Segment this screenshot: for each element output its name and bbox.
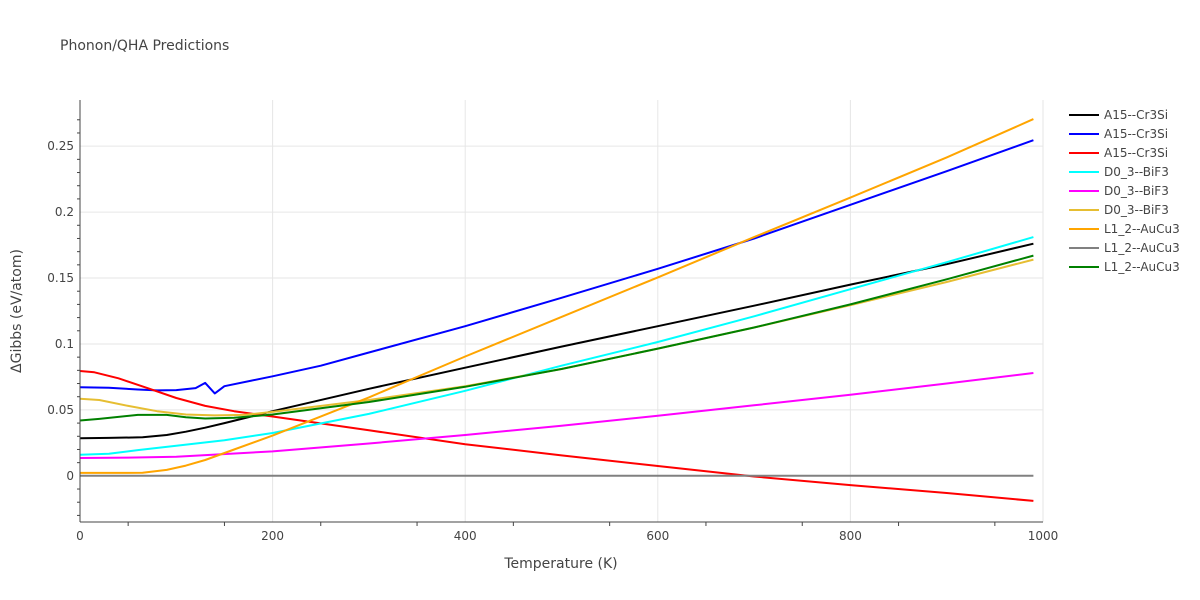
legend-item[interactable]: L1_2--AuCu3 — [1069, 260, 1180, 274]
series-line — [79, 139, 1034, 395]
legend-item[interactable]: D0_3--BiF3 — [1069, 184, 1169, 198]
y-tick-label: 0.15 — [47, 271, 74, 285]
legend-label: A15--Cr3Si — [1104, 146, 1168, 160]
x-tick-label: 0 — [76, 529, 84, 543]
series-line — [80, 118, 1034, 474]
legend-label: D0_3--BiF3 — [1104, 165, 1169, 179]
legend-label: D0_3--BiF3 — [1104, 184, 1169, 198]
y-axis-title: ΔGibbs (eV/atom) — [9, 249, 25, 373]
y-tick-label: 0 — [66, 469, 74, 483]
x-tick-label: 800 — [839, 529, 862, 543]
y-tick-label: 0.2 — [55, 205, 74, 219]
legend-label: A15--Cr3Si — [1104, 127, 1168, 141]
legend-item[interactable]: A15--Cr3Si — [1069, 127, 1168, 141]
x-tick-label: 1000 — [1028, 529, 1059, 543]
x-tick-label: 400 — [454, 529, 477, 543]
legend-label: A15--Cr3Si — [1104, 108, 1168, 122]
y-tick-label: 0.25 — [47, 139, 74, 153]
chart-title: Phonon/QHA Predictions — [60, 38, 229, 54]
legend-label: L1_2--AuCu3 — [1104, 241, 1180, 255]
x-tick-label: 600 — [646, 529, 669, 543]
legend-label: L1_2--AuCu3 — [1104, 222, 1180, 236]
legend-item[interactable]: L1_2--AuCu3 — [1069, 222, 1180, 236]
series-line — [79, 372, 1034, 459]
y-axis: 0 0.05 0.1 0.15 0.2 0.25 — [47, 100, 81, 522]
legend-label: L1_2--AuCu3 — [1104, 260, 1180, 274]
series-line — [79, 254, 1034, 422]
series-line — [79, 236, 1034, 456]
series-group — [79, 118, 1034, 502]
x-axis: 0 200 400 600 800 1000 — [76, 521, 1059, 543]
legend-item[interactable]: D0_3--BiF3 — [1069, 203, 1169, 217]
x-tick-label: 200 — [261, 529, 284, 543]
legend-item[interactable]: A15--Cr3Si — [1069, 108, 1168, 122]
legend[interactable]: A15--Cr3Si A15--Cr3Si A15--Cr3Si D0_3--BiF3… — [1069, 108, 1180, 274]
legend-item[interactable]: A15--Cr3Si — [1069, 146, 1168, 160]
legend-label: D0_3--BiF3 — [1104, 203, 1169, 217]
legend-item[interactable]: D0_3--BiF3 — [1069, 165, 1169, 179]
series-line — [79, 258, 1034, 417]
x-axis-title: Temperature (K) — [503, 556, 617, 572]
y-tick-label: 0.05 — [47, 403, 74, 417]
grid — [80, 100, 1044, 522]
legend-item[interactable]: L1_2--AuCu3 — [1069, 241, 1180, 255]
y-tick-label: 0.1 — [55, 337, 74, 351]
series-line — [79, 242, 1034, 440]
